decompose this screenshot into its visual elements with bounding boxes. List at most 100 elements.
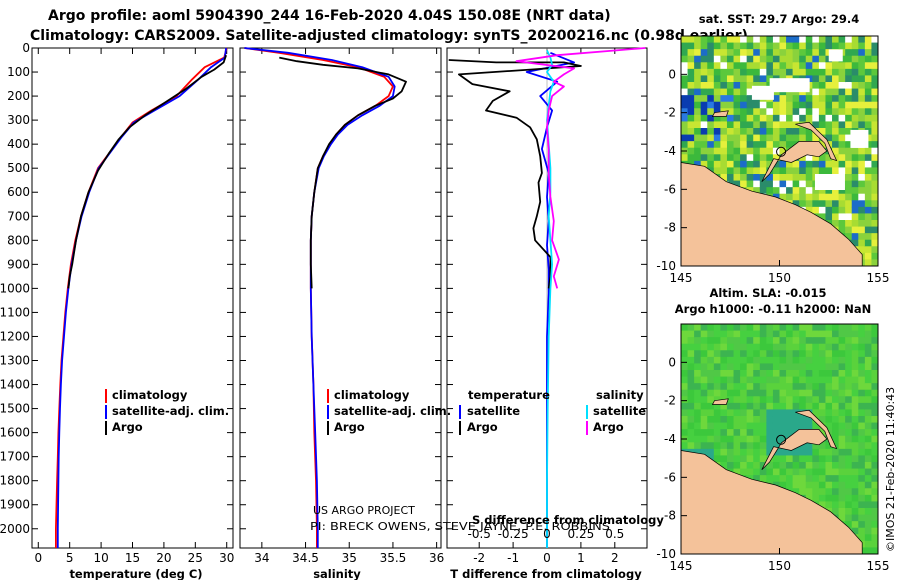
map-cell	[707, 350, 715, 358]
map-cell	[713, 160, 721, 169]
map-cell	[825, 370, 833, 378]
map-cell	[779, 114, 787, 123]
map-cell	[707, 370, 715, 378]
map-cell	[766, 370, 774, 378]
map-cell	[832, 95, 840, 103]
map-cell	[792, 481, 800, 489]
map-cell	[832, 213, 840, 221]
map-cell	[720, 82, 728, 90]
map-cell	[740, 49, 748, 57]
map-cell	[786, 363, 794, 371]
map-cell	[740, 429, 748, 437]
map-cell	[733, 389, 741, 397]
map-cell	[772, 167, 781, 175]
map-cell	[838, 213, 846, 221]
s-tick-label: 0.5	[605, 527, 624, 541]
map-cell	[740, 350, 748, 358]
map-cell	[746, 343, 754, 351]
map-cell	[772, 363, 781, 371]
map-cell	[864, 180, 873, 188]
map-cell	[832, 363, 840, 371]
map-cell	[858, 468, 866, 476]
map-cell	[772, 180, 781, 188]
map-cell	[871, 409, 878, 417]
map-cell	[864, 68, 873, 77]
sla-map-title-line2: Argo h1000: -0.11 h2000: NaN	[675, 302, 871, 316]
map-cell	[825, 468, 833, 476]
map-cell	[753, 442, 761, 450]
map-cell	[694, 396, 702, 404]
map-cell	[805, 389, 813, 397]
map-cell	[792, 343, 800, 351]
map-cell	[805, 448, 813, 457]
map-cell	[707, 376, 715, 384]
map-cell	[753, 402, 761, 411]
map-cell	[681, 409, 689, 417]
map-cell	[792, 416, 800, 424]
map-cell	[786, 343, 794, 351]
map-cell	[871, 213, 878, 221]
map-cell	[832, 468, 840, 476]
map-cell	[700, 343, 708, 351]
map-cell	[845, 468, 853, 476]
map-cell	[864, 82, 873, 90]
map-cell	[687, 383, 695, 391]
map-cell	[871, 422, 878, 430]
depth-tick-label: 300	[7, 113, 30, 127]
map-cell	[851, 527, 859, 535]
map-cell	[779, 422, 787, 430]
map-cell	[851, 501, 859, 509]
map-cell	[753, 468, 761, 476]
s-difference-label: S difference from climatology	[472, 513, 664, 527]
lat-tick-label: -2	[664, 106, 676, 120]
map-cell	[733, 174, 741, 182]
map-cell	[851, 343, 859, 351]
map-cell	[838, 462, 846, 470]
map-cell	[838, 330, 846, 338]
map-cell	[792, 383, 800, 391]
map-cell	[792, 42, 800, 50]
map-cell	[726, 49, 735, 57]
map-cell	[720, 88, 728, 96]
x-tick-label: 2	[611, 551, 619, 565]
map-cell	[871, 114, 878, 123]
map-cell	[792, 389, 800, 397]
map-cell	[681, 114, 689, 123]
map-cell	[779, 448, 787, 457]
map-cell	[753, 82, 761, 90]
map-cell	[720, 101, 728, 109]
plot-frame	[239, 47, 442, 549]
map-cell	[779, 337, 787, 345]
map-cell	[707, 42, 715, 50]
argo-position-marker	[776, 146, 787, 157]
map-cell	[812, 494, 820, 503]
map-cell	[818, 49, 827, 57]
map-cell	[766, 141, 774, 149]
map-cell	[759, 68, 767, 77]
map-cell	[812, 448, 820, 457]
map-cell	[799, 187, 807, 195]
map-cell	[707, 409, 715, 417]
map-cell	[845, 101, 853, 109]
map-cell	[681, 422, 689, 430]
map-cell	[726, 442, 735, 450]
map-cell	[720, 402, 728, 411]
map-cell	[845, 174, 853, 182]
map-cell	[779, 343, 787, 351]
map-cell	[713, 42, 721, 50]
map-cell	[871, 416, 878, 424]
map-cell	[700, 49, 708, 57]
map-cell	[858, 402, 866, 411]
map-cell	[740, 356, 748, 365]
map-cell	[687, 363, 695, 371]
map-cell	[740, 68, 748, 77]
map-cell	[759, 42, 767, 50]
map-cell	[858, 160, 866, 169]
map-cell	[851, 488, 859, 496]
map-cell	[746, 82, 754, 90]
map-cell	[694, 350, 702, 358]
map-cell	[707, 416, 715, 424]
map-cell	[805, 455, 813, 463]
series-argo	[279, 56, 407, 289]
map-cell	[818, 396, 827, 404]
